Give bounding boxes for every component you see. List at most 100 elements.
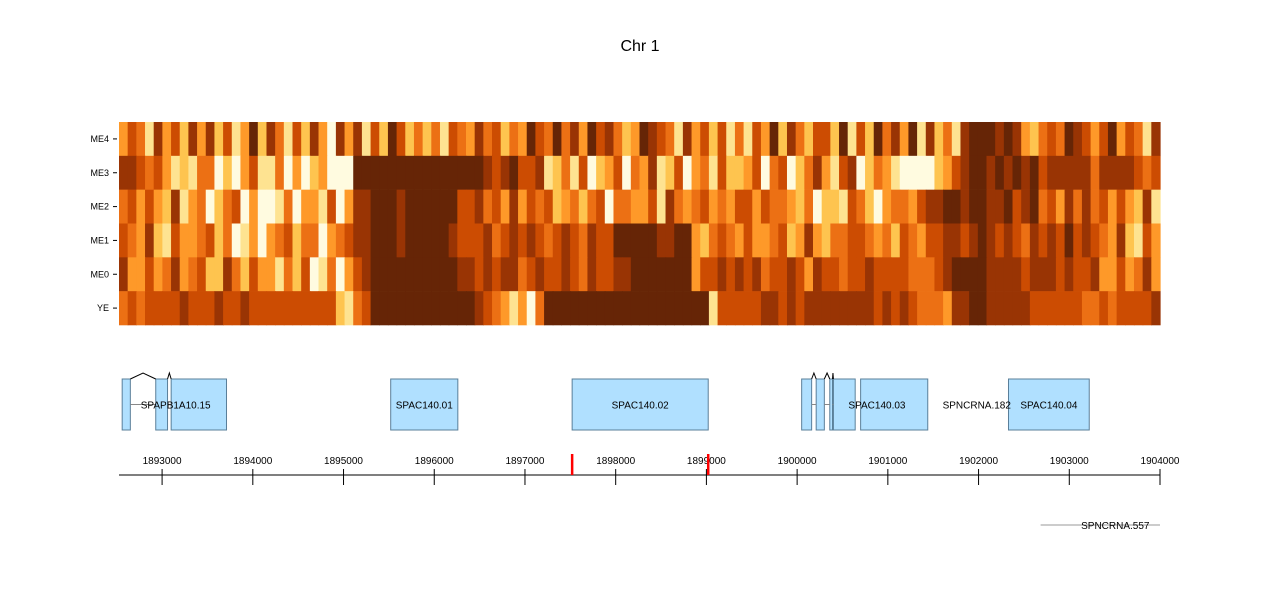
heatmap-cell xyxy=(370,155,380,190)
heatmap-cell xyxy=(292,122,302,157)
heatmap-cell xyxy=(1099,122,1109,157)
heatmap-cell xyxy=(917,155,927,190)
heatmap-cell xyxy=(639,223,649,258)
heatmap-cell xyxy=(483,291,493,326)
heatmap-cell xyxy=(1125,291,1135,326)
heatmap-cell xyxy=(873,223,884,258)
heatmap-cell xyxy=(778,257,788,292)
heatmap-cell xyxy=(891,223,901,258)
heatmap-cell xyxy=(752,189,762,224)
heatmap-cell xyxy=(188,155,198,190)
heatmap-cell xyxy=(769,189,779,224)
gene-spac140-03 xyxy=(801,371,856,431)
heatmap-cell xyxy=(457,223,467,258)
row-labels: ME4 ME3 ME2 ME1 ME0 YE xyxy=(90,134,117,313)
heatmap-cell xyxy=(708,189,719,224)
heatmap-cell xyxy=(969,291,979,326)
heatmap-cell xyxy=(865,291,875,326)
heatmap-cell xyxy=(518,291,528,326)
heatmap-cell xyxy=(882,257,892,292)
heatmap-cell xyxy=(951,291,962,326)
heatmap-cell xyxy=(136,122,146,157)
heatmap-cell xyxy=(457,122,467,157)
heatmap-cell xyxy=(604,291,615,326)
intron-connector xyxy=(823,371,831,380)
heatmap-cell xyxy=(1021,189,1031,224)
heatmap-cell xyxy=(630,291,641,326)
heatmap-cell xyxy=(734,155,745,190)
heatmap-cell xyxy=(405,155,415,190)
heatmap-cell xyxy=(743,257,753,292)
heatmap-cell xyxy=(439,291,450,326)
heatmap-cell xyxy=(1107,189,1118,224)
heatmap-cell xyxy=(431,155,441,190)
heatmap-cell xyxy=(821,189,831,224)
row-label: YE xyxy=(97,303,109,313)
heatmap-cell xyxy=(1090,155,1100,190)
heatmap-cell xyxy=(370,257,380,292)
heatmap-cell xyxy=(431,223,441,258)
heatmap-cell xyxy=(448,291,458,326)
heatmap-cell xyxy=(613,223,623,258)
heatmap-cell xyxy=(830,257,840,292)
heatmap-cell xyxy=(604,122,615,157)
heatmap-cell xyxy=(682,291,693,326)
heatmap-cell xyxy=(500,223,510,258)
heatmap-cell xyxy=(839,122,849,157)
heatmap-cell xyxy=(249,257,259,292)
heatmap-cell xyxy=(960,291,970,326)
heatmap-cell xyxy=(1038,189,1048,224)
heatmap-cell xyxy=(847,189,857,224)
heatmap-cell xyxy=(266,155,276,190)
heatmap-cell xyxy=(882,291,892,326)
heatmap-cell xyxy=(1151,155,1161,190)
heatmap-cell xyxy=(1038,122,1048,157)
gene-label: SPNCRNA.182 xyxy=(943,401,1012,412)
exon-box xyxy=(390,378,459,431)
heatmap-cell xyxy=(197,155,207,190)
heatmap-cell xyxy=(535,189,545,224)
heatmap-cell xyxy=(977,223,988,258)
heatmap-cell xyxy=(596,189,606,224)
gene-label: SPAC140.03 xyxy=(848,401,906,412)
heatmap-cell xyxy=(552,122,563,157)
heatmap-cell xyxy=(986,223,996,258)
heatmap-cell xyxy=(561,122,571,157)
heatmap-cell xyxy=(613,189,623,224)
heatmap-cell xyxy=(1012,122,1022,157)
heatmap-cell xyxy=(708,122,719,157)
heatmap-cell xyxy=(578,122,589,157)
heatmap-cell xyxy=(171,155,181,190)
heatmap-cell xyxy=(283,223,294,258)
heatmap-cell xyxy=(413,257,424,292)
heatmap-cell xyxy=(518,189,528,224)
heatmap-cell xyxy=(275,223,285,258)
heatmap-cell xyxy=(604,189,615,224)
heatmap-cell xyxy=(1133,257,1144,292)
heatmap-cell xyxy=(691,189,701,224)
gene-label: SPAC140.02 xyxy=(612,401,670,412)
heatmap-cell xyxy=(613,257,623,292)
heatmap-cell xyxy=(1107,223,1118,258)
heatmap-cell xyxy=(153,189,163,224)
heatmap-cell xyxy=(570,122,580,157)
heatmap-cell xyxy=(526,189,537,224)
heatmap-cell xyxy=(552,257,563,292)
heatmap-cell xyxy=(1047,189,1057,224)
heatmap-cell xyxy=(327,291,337,326)
heatmap-cell xyxy=(1064,223,1074,258)
heatmap-cell xyxy=(205,189,216,224)
heatmap-cell xyxy=(1055,189,1066,224)
heatmap-cell xyxy=(162,189,172,224)
heatmap-cell xyxy=(752,291,762,326)
heatmap-cell xyxy=(995,257,1005,292)
heatmap-cell xyxy=(500,291,510,326)
heatmap-cell xyxy=(717,291,727,326)
heatmap-cell xyxy=(847,122,857,157)
heatmap-cell xyxy=(743,291,753,326)
heatmap-cell xyxy=(145,223,155,258)
heatmap-cell xyxy=(839,223,849,258)
heatmap-cell xyxy=(179,223,190,258)
heatmap-cell xyxy=(778,223,788,258)
heatmap-cell xyxy=(856,291,866,326)
